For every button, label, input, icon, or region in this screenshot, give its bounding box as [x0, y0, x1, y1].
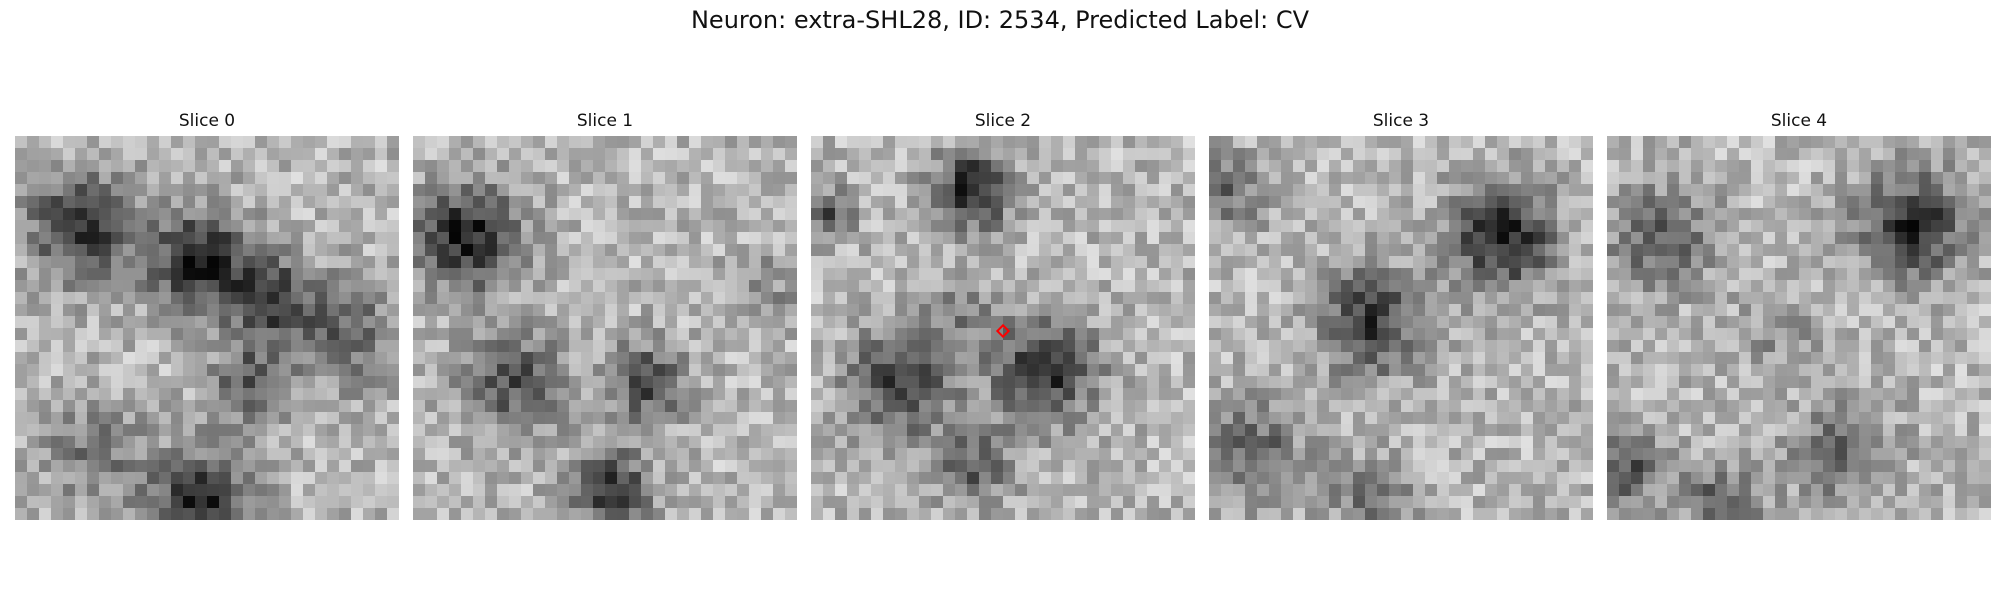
slice-title: Slice 4: [1770, 111, 1828, 131]
slice-panel-1: Slice 1: [413, 106, 797, 520]
slice-image: [811, 136, 1195, 520]
slice-title: Slice 3: [1372, 111, 1430, 131]
slice-panel-0: Slice 0: [15, 106, 399, 520]
figure-title: Neuron: extra-SHL28, ID: 2534, Predicted…: [690, 6, 1310, 34]
slice-title: Slice 2: [974, 111, 1032, 131]
slice-panel-3: Slice 3: [1209, 106, 1593, 520]
slice-image: [1209, 136, 1593, 520]
slice-image: [15, 136, 399, 520]
slice-image: [413, 136, 797, 520]
slice-title: Slice 1: [576, 111, 634, 131]
slice-panel-4: Slice 4: [1607, 106, 1991, 520]
slice-panel-2: Slice 2: [811, 106, 1195, 520]
slice-image: [1607, 136, 1991, 520]
slice-title: Slice 0: [178, 111, 236, 131]
